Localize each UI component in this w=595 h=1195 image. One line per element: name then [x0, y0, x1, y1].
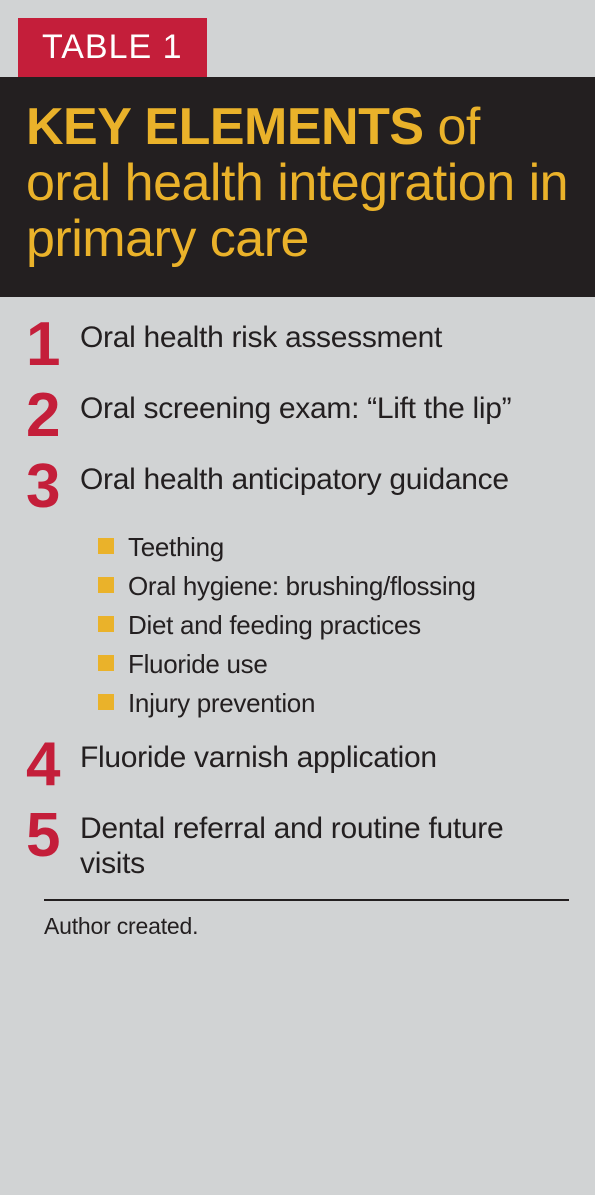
sublist-item: Oral hygiene: brushing/flossing: [98, 571, 569, 602]
sublist-text: Fluoride use: [128, 649, 267, 680]
sublist-text: Teething: [128, 532, 224, 563]
item-number: 5: [26, 810, 80, 863]
list-item: 1Oral health risk assessment: [26, 319, 569, 372]
square-bullet-icon: [98, 577, 114, 593]
item-text: Oral health anticipatory guidance: [80, 461, 509, 498]
sublist-text: Diet and feeding practices: [128, 610, 421, 641]
item-number: 2: [26, 390, 80, 443]
square-bullet-icon: [98, 694, 114, 710]
item-number: 3: [26, 461, 80, 514]
sublist-item: Teething: [98, 532, 569, 563]
sublist-text: Oral hygiene: brushing/flossing: [128, 571, 476, 602]
item-text: Oral health risk assessment: [80, 319, 442, 356]
item-text: Dental referral and routine future visit…: [80, 810, 569, 881]
title-block: KEY ELEMENTS of oral health integration …: [0, 77, 595, 297]
item-text: Oral screening exam: “Lift the lip”: [80, 390, 511, 427]
list-item: 5Dental referral and routine future visi…: [26, 810, 569, 881]
square-bullet-icon: [98, 538, 114, 554]
title-bold: KEY ELEMENTS: [26, 98, 424, 156]
footnote-rule: [44, 899, 569, 901]
item-number: 4: [26, 739, 80, 792]
sublist-item: Fluoride use: [98, 649, 569, 680]
item-number: 1: [26, 319, 80, 372]
sublist-item: Injury prevention: [98, 688, 569, 719]
table-badge: TABLE 1: [18, 18, 207, 77]
sublist: Teething Oral hygiene: brushing/flossing D…: [98, 532, 569, 720]
list-item: 4Fluoride varnish application: [26, 739, 569, 792]
footnote: Author created.: [44, 913, 569, 940]
list-item: 3Oral health anticipatory guidance: [26, 461, 569, 514]
sublist-item: Diet and feeding practices: [98, 610, 569, 641]
item-text: Fluoride varnish application: [80, 739, 437, 776]
numbered-list: 1Oral health risk assessment2Oral screen…: [0, 297, 595, 881]
list-item: 2Oral screening exam: “Lift the lip”: [26, 390, 569, 443]
square-bullet-icon: [98, 616, 114, 632]
square-bullet-icon: [98, 655, 114, 671]
sublist-text: Injury prevention: [128, 688, 315, 719]
